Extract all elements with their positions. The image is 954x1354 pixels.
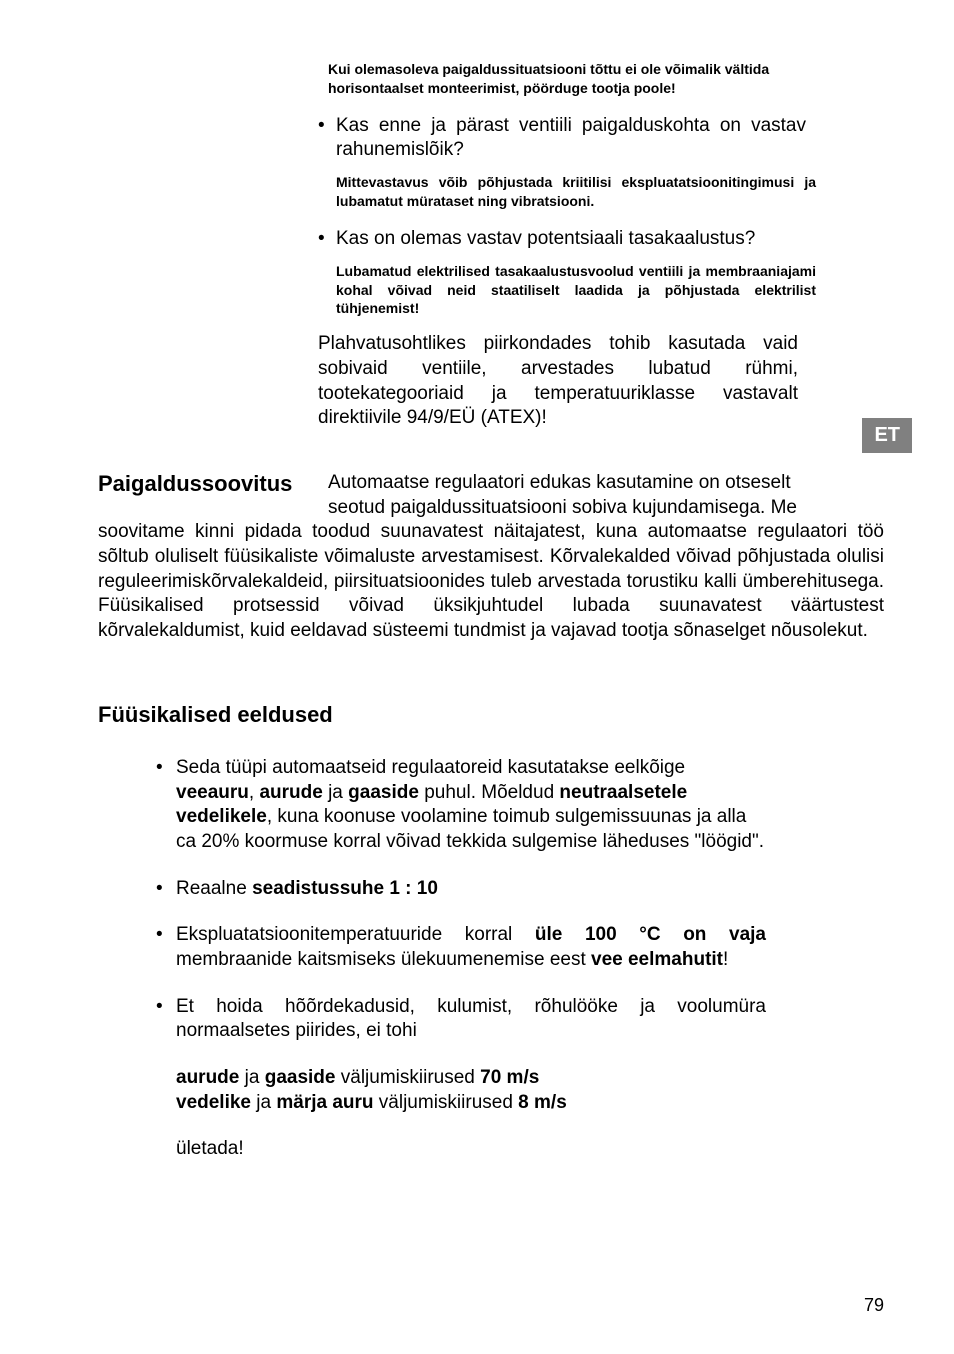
page-number: 79 xyxy=(864,1295,884,1316)
heading1-lead-line1: Automaatse regulaatori edukas kasutamine… xyxy=(328,471,797,496)
language-tab: ET xyxy=(862,418,912,453)
bullet2-3-text: Ekspluatatsioonitemperatuuride korral ül… xyxy=(176,923,766,972)
bullet-1-text: Kas enne ja pärast ventiili paigalduskoh… xyxy=(336,114,806,163)
page-container: ET Kui olemasoleva paigaldussituatsiooni… xyxy=(0,0,954,1354)
heading1-body: soovitame kinni pidada toodud suunavates… xyxy=(98,520,884,643)
warning-text-2: Mittevastavus võib põhjustada kriitilisi… xyxy=(336,173,816,211)
bullet-icon: • xyxy=(156,877,176,902)
speed-line-1: aurude ja gaaside väljumiskiirused 70 m/… xyxy=(176,1066,884,1091)
bullet2-2-text: Reaalne seadistussuhe 1 : 10 xyxy=(176,877,438,902)
bullet2-1-text: Seda tüüpi automaatseid regulaatoreid ka… xyxy=(176,756,766,855)
warning-text-3: Lubamatud elektrilised tasakaalustusvool… xyxy=(336,262,816,319)
bullet-icon: • xyxy=(156,756,176,855)
warning-text-1: Kui olemasoleva paigaldussituatsiooni tõ… xyxy=(328,60,798,98)
bullet-icon: • xyxy=(318,227,336,252)
heading-fuusikalised: Füüsikalised eeldused xyxy=(98,702,884,728)
bullet-icon: • xyxy=(156,995,176,1044)
bullet2-item-4: • Et hoida hõõrdekadusid, kulumist, rõhu… xyxy=(156,995,884,1044)
heading1-lead-line2: seotud paigaldussituatsiooni sobiva kuju… xyxy=(328,496,797,521)
section-paigaldussoovitus: Paigaldussoovitus Automaatse regulaatori… xyxy=(98,471,884,644)
bullet-2-text: Kas on olemas vastav potentsiaali tasaka… xyxy=(336,227,806,252)
bullet-item-2: • Kas on olemas vastav potentsiaali tasa… xyxy=(318,227,884,252)
bullet2-item-1: • Seda tüüpi automaatseid regulaatoreid … xyxy=(156,756,884,855)
bullet2-item-3: • Ekspluatatsioonitemperatuuride korral … xyxy=(156,923,884,972)
speed-line-2: vedelike ja märja auru väljumiskiirused … xyxy=(176,1091,884,1116)
bullet2-item-2: • Reaalne seadistussuhe 1 : 10 xyxy=(156,877,884,902)
last-word: ületada! xyxy=(176,1137,884,1162)
paragraph-atex: Plahvatusohtlikes piirkondades tohib kas… xyxy=(318,332,798,431)
bullet-icon: • xyxy=(318,114,336,163)
heading-paigaldussoovitus: Paigaldussoovitus xyxy=(98,471,278,520)
bullet-icon: • xyxy=(156,923,176,972)
bullet-item-1: • Kas enne ja pärast ventiili paigaldusk… xyxy=(318,114,884,163)
bullet2-4-text: Et hoida hõõrdekadusid, kulumist, rõhulö… xyxy=(176,995,766,1044)
